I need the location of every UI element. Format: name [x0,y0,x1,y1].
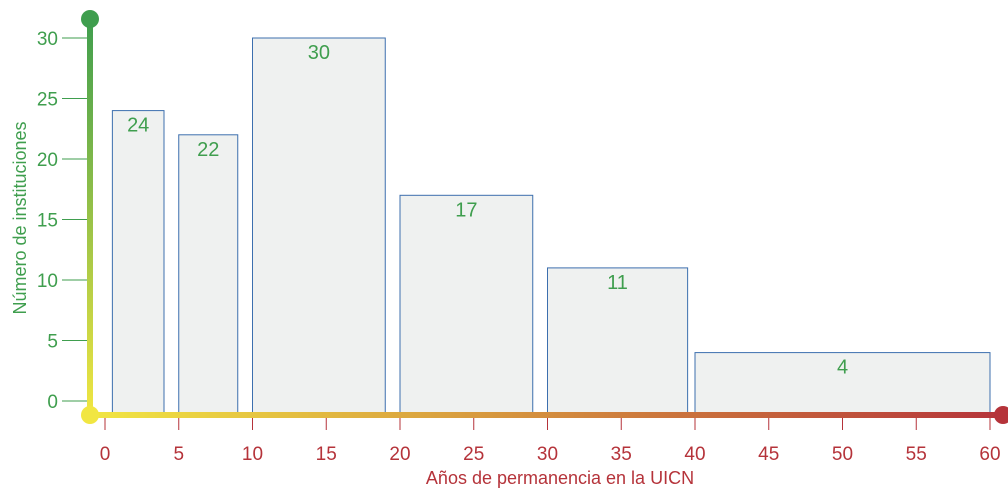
x-tick-label-40: 40 [684,444,705,465]
x-axis-line [90,412,1005,418]
bar-label-3: 30 [308,42,330,64]
x-tick-label-45: 45 [758,444,779,465]
y-tick-label-20: 20 [37,150,58,171]
y-tick-label-10: 10 [37,271,58,292]
bar-label-4: 17 [455,199,477,221]
x-tick-label-55: 55 [906,444,927,465]
bar-6 [694,352,991,416]
axes [81,10,1008,424]
y-axis-ticks: 0 5 10 15 20 25 30 [37,29,90,413]
y-tick-label-0: 0 [47,392,58,413]
bar-2 [178,134,239,416]
x-tick-label-5: 5 [173,444,184,465]
y-tick-label-5: 5 [47,332,58,353]
bar-label-6: 4 [837,357,848,379]
y-axis-line [87,19,93,415]
x-tick-label-20: 20 [389,444,410,465]
x-tick-label-15: 15 [316,444,337,465]
bar-5 [547,267,689,416]
x-axis-ticks: 0 5 10 15 20 25 30 35 40 45 50 55 60 [100,415,1001,465]
y-axis-title: Número de instituciones [10,121,30,314]
x-tick-label-35: 35 [611,444,632,465]
bars-layer [111,37,991,416]
bar-3 [252,37,386,416]
bar-4 [399,194,534,416]
axis-origin-dot [81,406,99,424]
x-tick-label-25: 25 [463,444,484,465]
x-tick-label-50: 50 [832,444,853,465]
x-tick-label-60: 60 [979,444,1000,465]
y-tick-label-25: 25 [37,90,58,111]
bar-labels-layer: 24 22 30 17 11 4 [127,42,848,379]
x-axis-title: Años de permanencia en la UICN [426,468,694,488]
bar-label-1: 24 [127,115,149,137]
x-axis-end-dot [994,406,1008,424]
y-tick-label-15: 15 [37,211,58,232]
x-tick-label-10: 10 [242,444,263,465]
x-tick-label-30: 30 [537,444,558,465]
x-tick-label-0: 0 [100,444,111,465]
bar-label-2: 22 [197,139,219,161]
bar-1 [111,110,165,416]
bar-label-5: 11 [607,272,628,294]
y-axis-end-dot [81,10,99,28]
y-tick-label-30: 30 [37,29,58,50]
